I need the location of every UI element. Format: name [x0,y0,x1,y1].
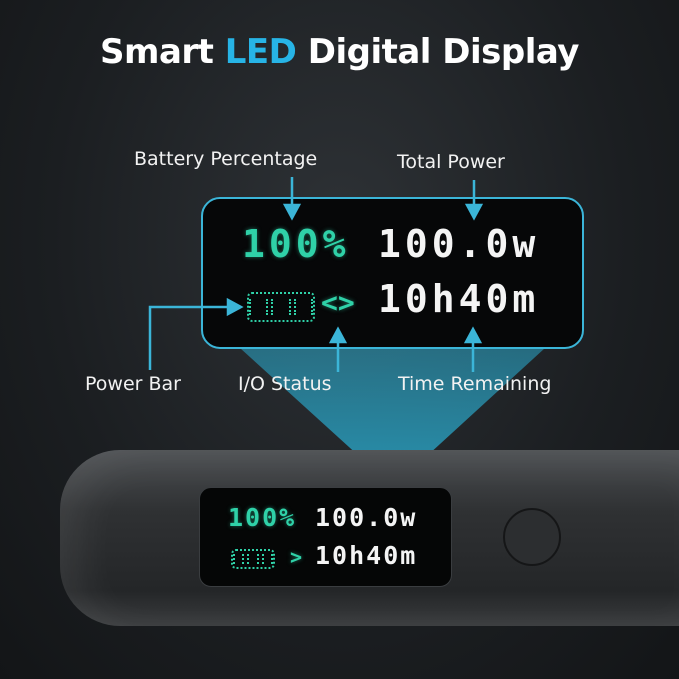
device-total-power: 100.0w [315,503,418,532]
device-power-bar-icon [231,549,275,569]
power-button[interactable] [503,508,561,566]
label-io-status: I/O Status [238,373,332,395]
zoomed-time-remaining: 10h40m [378,277,540,321]
zoomed-total-power: 100.0w [378,222,540,266]
arrow-total-power [464,180,484,221]
arrow-power-bar [148,297,244,370]
zoomed-io-status-icon: <> [321,286,355,319]
label-battery-percentage: Battery Percentage [134,148,318,170]
device-time-remaining: 10h40m [315,541,418,570]
headline-prefix: Smart [100,32,225,72]
label-power-bar: Power Bar [85,373,181,395]
label-time-remaining: Time Remaining [398,373,552,395]
headline: Smart LED Digital Display [0,32,679,72]
zoomed-percentage: 100% [242,222,350,266]
zoomed-power-bar-icon [247,292,315,322]
zoomed-display-frame [201,197,584,349]
headline-suffix: Digital Display [296,32,580,72]
label-total-power: Total Power [397,151,505,173]
device-screen [199,487,452,587]
headline-accent: LED [224,32,297,72]
arrow-io-status [328,326,348,372]
device-percentage: 100% [228,503,297,532]
arrow-battery-percentage [282,177,302,221]
projection-beam [240,348,545,487]
arrow-time-remaining [463,326,483,372]
device-io-status-icon: > [290,545,307,569]
